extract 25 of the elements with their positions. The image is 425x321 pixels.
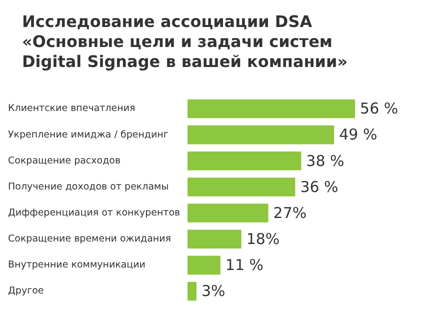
chart-title: Исследование ассоциации DSA «Основные цели и задачи систем Digital Signage в вашей компании» bbox=[21, 11, 349, 73]
data-label: 49 % bbox=[339, 126, 378, 144]
data-label: 27% bbox=[273, 204, 307, 222]
bar bbox=[188, 178, 296, 196]
y-tick-label: Дифференциация от конкурентов bbox=[8, 208, 181, 219]
bar bbox=[188, 256, 220, 275]
y-tick-label: Сокращение времени ожидания bbox=[8, 234, 172, 245]
y-tick-label: Внутренние коммуникации bbox=[8, 260, 146, 271]
bar bbox=[188, 230, 242, 248]
y-tick-label: Сокращение расходов bbox=[8, 155, 121, 166]
data-label: 11 % bbox=[225, 256, 264, 274]
data-label: 36 % bbox=[300, 178, 338, 196]
bar bbox=[188, 152, 302, 170]
bar bbox=[188, 125, 334, 144]
y-tick-label: Укрепление имиджа / брендинг bbox=[8, 129, 168, 140]
bar bbox=[188, 99, 356, 118]
data-label: 56 % bbox=[360, 100, 398, 118]
y-tick-label: Другое bbox=[8, 286, 44, 297]
y-tick-label: Клиентские впечатления bbox=[8, 103, 136, 114]
data-label: 3% bbox=[201, 282, 226, 300]
bar bbox=[188, 204, 268, 222]
bar bbox=[188, 282, 196, 301]
data-label: 18% bbox=[246, 230, 280, 248]
data-label: 38 % bbox=[306, 152, 344, 170]
y-tick-label: Получение доходов от рекламы bbox=[8, 181, 169, 192]
